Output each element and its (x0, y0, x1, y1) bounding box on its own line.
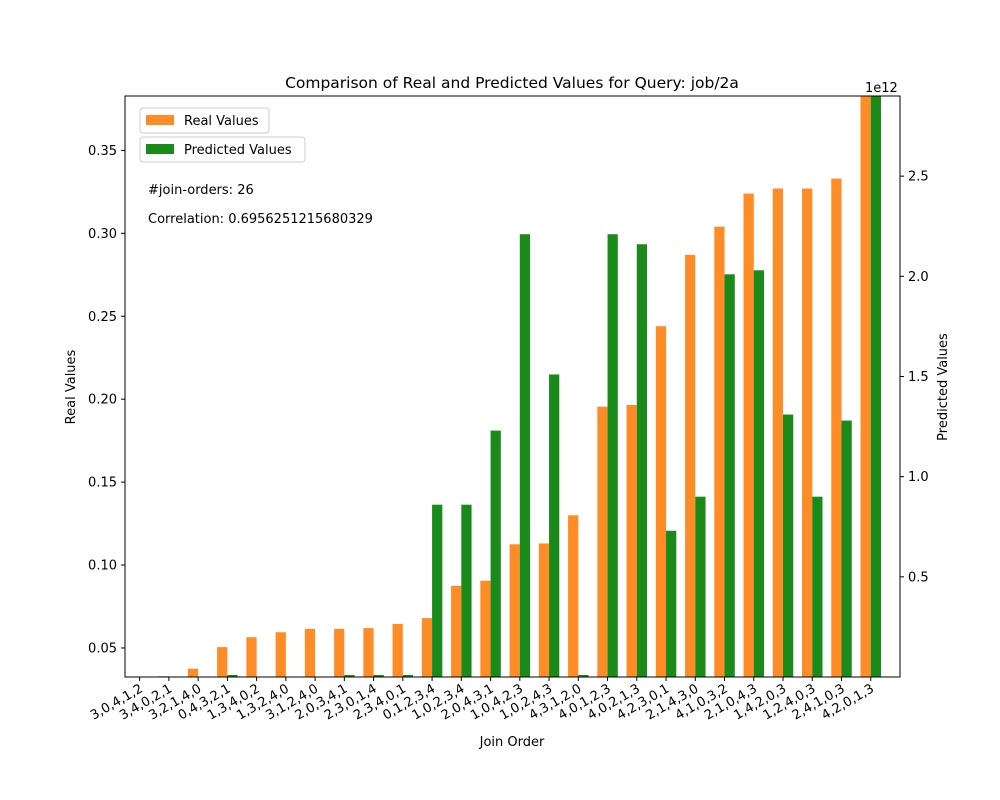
legend-swatch-predicted (146, 144, 174, 154)
y2-tick-label-0: 0.5 (908, 570, 929, 585)
bar-real-12 (480, 581, 490, 677)
bar-predicted-17 (637, 244, 647, 677)
x-axis-label: Join Order (479, 735, 545, 750)
bar-real-22 (773, 189, 783, 677)
bar-real-10 (422, 618, 432, 677)
bar-real-16 (597, 407, 607, 677)
bar-predicted-24 (842, 421, 852, 677)
bar-predicted-22 (783, 415, 793, 677)
bar-real-4 (246, 637, 256, 677)
bar-real-8 (363, 628, 373, 677)
y2-axis-label: Predicted Values (936, 333, 951, 441)
bar-real-24 (831, 179, 841, 677)
bar-real-7 (334, 629, 344, 677)
bar-real-18 (656, 326, 666, 677)
y-tick-label-0: 0.05 (88, 641, 117, 656)
legend: Real Values Predicted Values (140, 108, 305, 162)
y-tick-label-5: 0.30 (88, 227, 117, 242)
y-tick-label-2: 0.15 (88, 476, 117, 491)
bar-predicted-23 (812, 497, 822, 677)
y2-offset-text: 1e12 (865, 81, 898, 96)
legend-label-real: Real Values (184, 114, 259, 129)
bars-layer (159, 96, 881, 677)
bar-real-15 (568, 515, 578, 677)
bar-real-2 (188, 669, 198, 677)
bar-predicted-18 (666, 531, 676, 677)
y-tick-label-1: 0.10 (88, 559, 117, 574)
bar-real-3 (217, 647, 227, 677)
bar-predicted-10 (432, 505, 442, 677)
y2-tick-label-2: 1.5 (908, 370, 929, 385)
bar-real-23 (802, 189, 812, 677)
bar-real-11 (451, 586, 461, 677)
bar-predicted-16 (608, 234, 618, 677)
bar-predicted-12 (491, 431, 501, 677)
bar-real-25 (861, 96, 871, 677)
annotation-correlation: Correlation: 0.6956251215680329 (148, 212, 373, 227)
y2-tick-label-3: 2.0 (908, 270, 929, 285)
x-ticks: 3,0,4,1,23,4,0,2,13,2,1,4,00,4,3,2,11,3,… (88, 677, 877, 723)
bar-real-13 (510, 544, 520, 677)
legend-swatch-real (146, 115, 174, 125)
bar-real-19 (685, 255, 695, 677)
bar-predicted-11 (461, 505, 471, 677)
bar-real-14 (539, 543, 549, 677)
y-ticks-left: 0.05 0.10 0.15 0.20 0.25 0.30 0.35 (88, 144, 125, 657)
bar-real-20 (714, 227, 724, 677)
y-axis-label: Real Values (64, 349, 79, 424)
y-tick-label-3: 0.20 (88, 393, 117, 408)
y2-tick-label-1: 1.0 (908, 470, 929, 485)
y-ticks-right: 0.5 1.0 1.5 2.0 2.5 (900, 170, 929, 586)
bar-predicted-19 (695, 497, 705, 677)
bar-predicted-13 (520, 234, 530, 677)
bar-predicted-14 (549, 374, 559, 677)
bar-real-9 (393, 624, 403, 677)
bar-real-5 (276, 632, 286, 677)
annotation-join-orders: #join-orders: 26 (148, 183, 254, 198)
y-tick-label-4: 0.25 (88, 310, 117, 325)
legend-label-predicted: Predicted Values (184, 143, 292, 158)
bar-real-6 (305, 629, 315, 677)
chart-title: Comparison of Real and Predicted Values … (285, 74, 739, 92)
bar-real-17 (627, 405, 637, 677)
y-tick-label-6: 0.35 (88, 144, 117, 159)
y2-tick-label-4: 2.5 (908, 170, 929, 185)
bar-predicted-21 (754, 270, 764, 677)
bar-predicted-20 (725, 274, 735, 677)
bar-real-21 (744, 194, 754, 677)
bar-predicted-25 (871, 96, 881, 677)
